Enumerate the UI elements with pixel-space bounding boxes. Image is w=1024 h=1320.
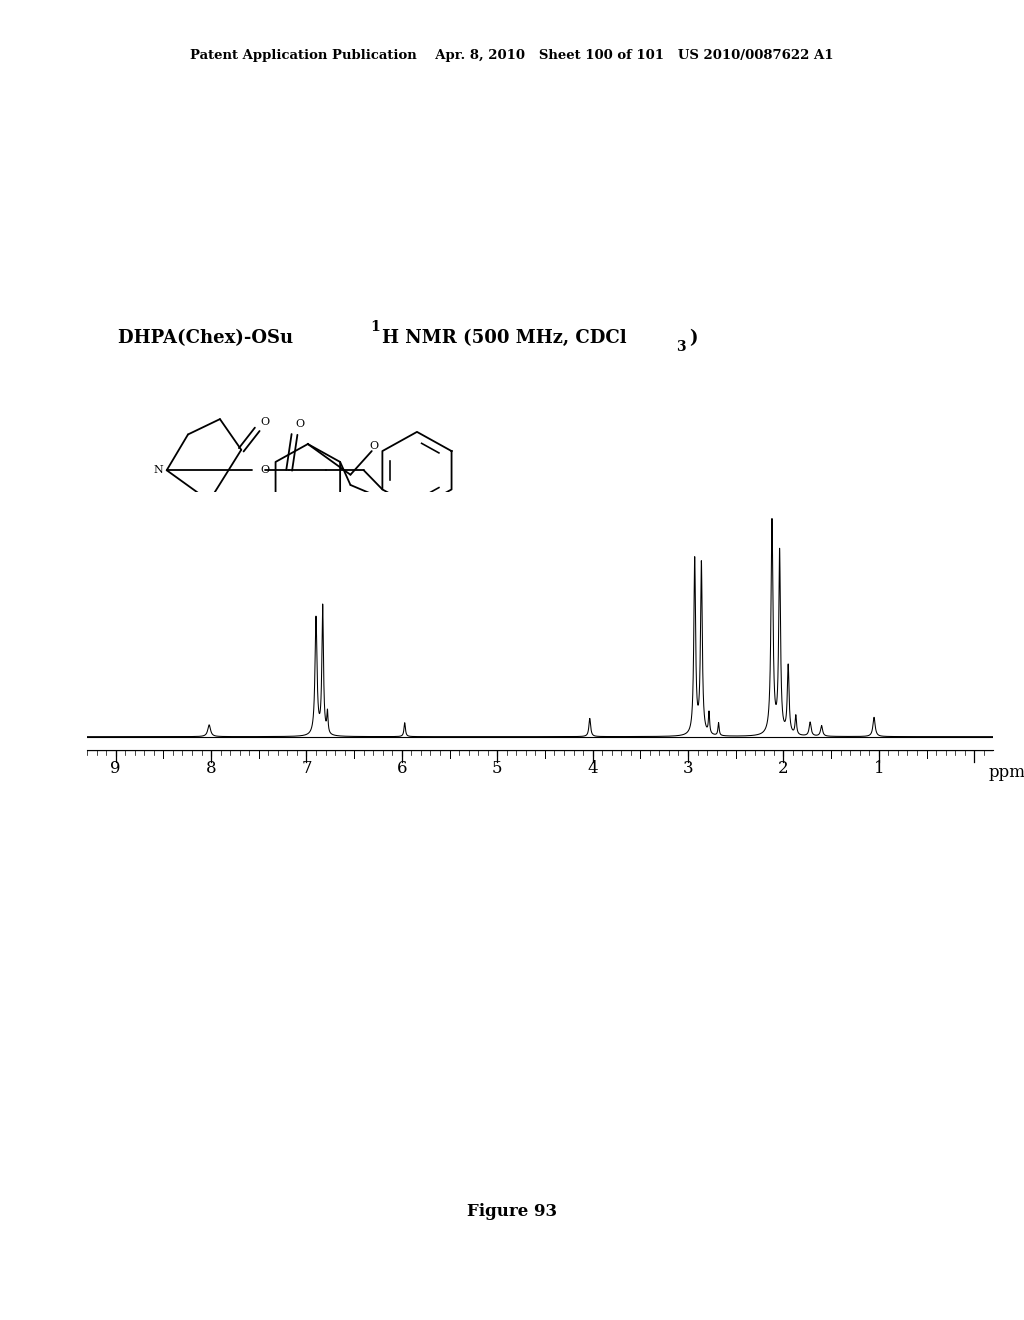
Text: O: O <box>260 465 269 475</box>
Text: H NMR (500 MHz, CDCl: H NMR (500 MHz, CDCl <box>382 329 627 347</box>
Text: O: O <box>261 417 269 426</box>
Text: ): ) <box>689 329 697 347</box>
Text: O: O <box>295 420 304 429</box>
Text: O: O <box>370 441 379 451</box>
Text: 1: 1 <box>371 321 381 334</box>
Text: ppm: ppm <box>988 764 1024 781</box>
Text: O: O <box>188 543 198 552</box>
Text: Patent Application Publication    Apr. 8, 2010   Sheet 100 of 101   US 2010/0087: Patent Application Publication Apr. 8, 2… <box>190 49 834 62</box>
Text: N: N <box>154 465 164 475</box>
Text: O: O <box>404 508 414 519</box>
Text: 3: 3 <box>676 341 685 354</box>
Text: DHPA(Chex)-OSu: DHPA(Chex)-OSu <box>118 329 299 347</box>
Text: Figure 93: Figure 93 <box>467 1204 557 1220</box>
